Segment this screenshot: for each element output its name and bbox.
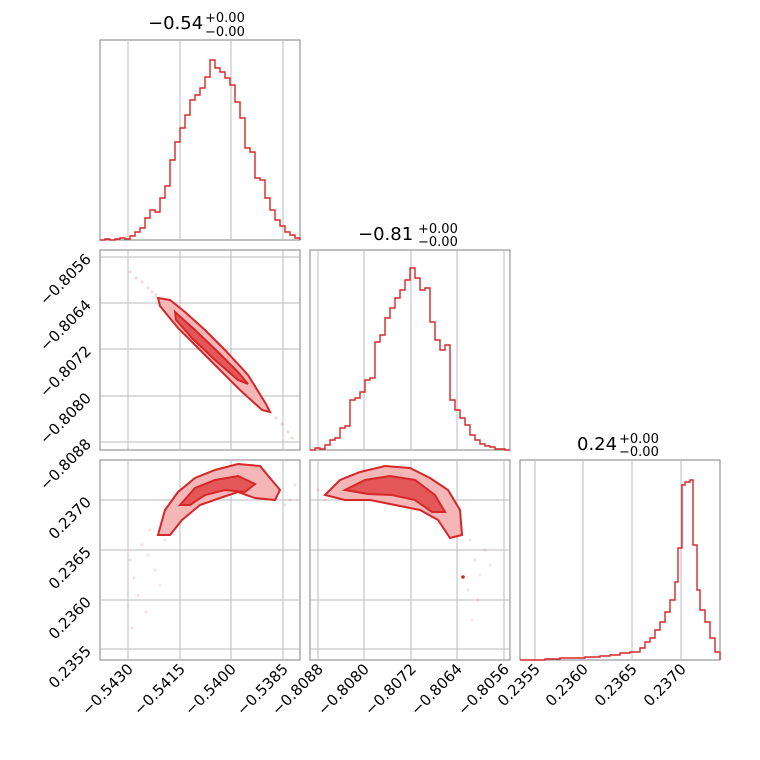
title-param-1-plus: +0.00 <box>418 222 458 237</box>
panel-scatter-0-1 <box>99 249 301 451</box>
panel-scatter-1-2 <box>309 459 511 661</box>
y-tick-label: 0.2360 <box>45 593 95 643</box>
contour-inner-0-1 <box>173 309 249 385</box>
title-param-2-minus: −0.00 <box>619 445 659 460</box>
y-tick-label: 0.2365 <box>45 543 95 593</box>
title-param-0-plus: +0.00 <box>205 11 245 26</box>
title-param-0-minus: −0.00 <box>205 25 245 40</box>
title-param-2: 0.24 +0.00 −0.00 <box>577 432 659 460</box>
y-axis-param-1: −0.8056 −0.8064 −0.8072 −0.8080 −0.8088 <box>36 250 95 494</box>
x-tick-label: −0.5430 <box>78 660 137 719</box>
panel-hist-param-0 <box>99 39 301 241</box>
x-tick-label: 0.2370 <box>640 660 690 710</box>
histogram-param-0 <box>100 59 301 241</box>
title-param-1: −0.81 +0.00 −0.00 <box>358 222 458 250</box>
title-param-1-value: −0.81 <box>358 224 413 245</box>
contour-inner-1-2 <box>341 474 447 513</box>
outlier-point <box>461 575 465 579</box>
y-tick-label: 0.2355 <box>45 642 95 692</box>
y-axis-param-2: 0.2370 0.2365 0.2360 0.2355 <box>45 493 95 692</box>
panel-hist-param-2 <box>519 459 721 661</box>
title-param-0-value: −0.54 <box>148 13 203 34</box>
title-param-2-plus: +0.00 <box>619 432 659 447</box>
histogram-param-1 <box>310 267 510 451</box>
y-tick-label: 0.2370 <box>45 493 95 543</box>
title-param-0: −0.54 +0.00 −0.00 <box>148 11 245 40</box>
title-param-1-minus: −0.00 <box>418 235 458 250</box>
contour-inner-0-2 <box>177 474 257 506</box>
x-axis-param-1: −0.8088 −0.8080 −0.8072 −0.8064 −0.8056 <box>268 660 513 719</box>
title-param-2-value: 0.24 <box>577 434 617 455</box>
panel-scatter-0-2 <box>99 459 301 661</box>
x-tick-label: −0.5400 <box>181 660 240 719</box>
x-tick-label: 0.2365 <box>591 660 641 710</box>
histogram-param-2 <box>520 479 721 661</box>
x-axis-param-2: 0.2355 0.2360 0.2365 0.2370 <box>494 660 690 710</box>
panel-hist-param-1 <box>309 249 511 451</box>
x-tick-label: −0.5415 <box>130 660 189 719</box>
x-tick-label: 0.2360 <box>542 660 592 710</box>
x-axis-param-0: −0.5430 −0.5415 −0.5400 −0.5385 <box>78 660 292 719</box>
